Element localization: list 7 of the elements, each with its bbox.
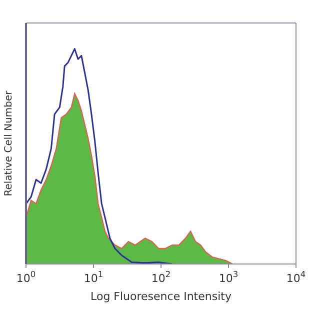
x-tick-label: 10$^{4}$: [286, 269, 306, 285]
x-tick-label: 10$^{3}$: [218, 269, 238, 285]
x-tick-label: 10$^{2}$: [151, 269, 171, 285]
x-axis-title: Log Fluoresence Intensity: [90, 290, 232, 303]
x-tick-label: 10$^{0}$: [16, 269, 36, 285]
y-axis-title: Relative Cell Number: [4, 90, 15, 196]
x-tick-label: 10$^{1}$: [84, 269, 104, 285]
